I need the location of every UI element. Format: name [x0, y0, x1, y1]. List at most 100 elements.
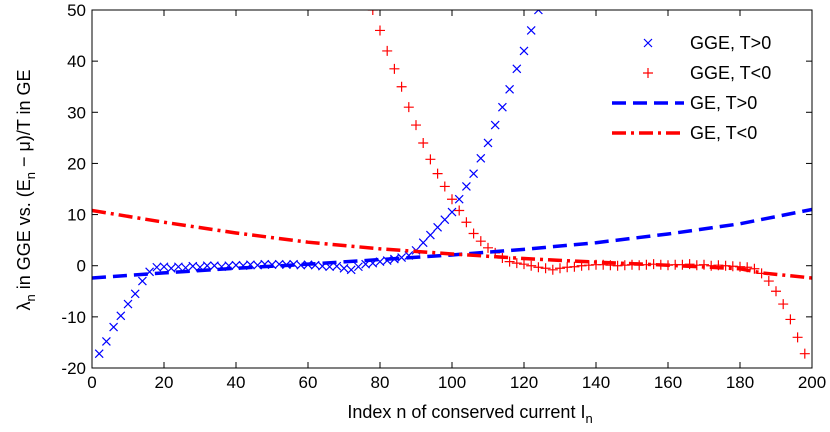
y-axis-label: λn in GGE vs. (En − μ)/T in GE	[14, 69, 38, 310]
series-1-point-35	[339, 263, 349, 273]
series-1-point-46	[418, 238, 428, 248]
series-2-point-13	[454, 205, 465, 216]
series-1-point-56	[490, 120, 500, 130]
series-2-point-15	[468, 228, 479, 239]
series-1-point-4	[116, 311, 126, 321]
y-tick-label-40: 40	[67, 52, 86, 71]
series-2-point-11	[439, 181, 450, 192]
series-2-point-3	[382, 45, 393, 56]
series-1-point-43	[397, 253, 407, 262]
series-1-point-53	[469, 169, 479, 179]
x-tick-label-140: 140	[582, 373, 610, 392]
series-4-line	[92, 208, 812, 280]
series-2-point-7	[411, 120, 421, 131]
x-axis-label: Index n of conserved current In	[347, 402, 592, 426]
series-2-point-57	[771, 286, 781, 297]
y-tick-label--20: -20	[61, 359, 86, 378]
series-1-point-37	[353, 262, 363, 272]
series-1-point-12	[173, 262, 183, 272]
y-tick-label-10: 10	[67, 206, 86, 225]
series-2-point-9	[425, 154, 436, 165]
series-1-point-51	[454, 194, 464, 204]
series-1-point-48	[433, 222, 443, 232]
series-1-point-14	[188, 261, 198, 271]
series-layer	[92, 10, 812, 359]
series-2-point-23	[526, 260, 537, 271]
legend-marker-2	[643, 68, 653, 78]
y-tick-label--10: -10	[61, 308, 86, 327]
series-2-point-8	[418, 137, 429, 148]
x-tick-label-180: 180	[726, 373, 754, 392]
series-2-point-10	[432, 168, 443, 179]
legend-label-4: GE, T<0	[690, 123, 757, 143]
series-4	[92, 208, 812, 280]
legend-label-3: GE, T>0	[690, 93, 757, 113]
series-2-point-56	[763, 276, 774, 287]
series-1-point-59	[512, 64, 522, 74]
x-tick-label-60: 60	[299, 373, 318, 392]
series-1-point-54	[476, 153, 486, 163]
series-2-point-54	[749, 263, 760, 274]
series-1-point-29	[296, 260, 306, 270]
legend-label-1: GGE, T>0	[690, 33, 771, 53]
x-tick-label-0: 0	[87, 373, 96, 392]
x-axis-label-sub: n	[585, 411, 592, 426]
series-2-point-22	[519, 259, 529, 270]
legend-marker-1	[643, 38, 653, 48]
legend: GGE, T>0 GGE, T<0 GE, T>0 GE, T<0	[612, 33, 771, 143]
series-2	[367, 10, 810, 359]
series-2-point-61	[799, 348, 810, 359]
x-tick-label-160: 160	[654, 373, 682, 392]
series-1-point-3	[109, 322, 119, 332]
legend-item-3: GE, T>0	[612, 93, 757, 113]
series-2-point-21	[511, 258, 522, 269]
y-tick-label-0: 0	[77, 257, 86, 276]
x-tick-label-100: 100	[438, 373, 466, 392]
series-1-point-17	[209, 261, 219, 271]
series-1-point-58	[505, 84, 515, 94]
series-2-point-24	[533, 262, 544, 273]
x-tick-label-200: 200	[798, 373, 826, 392]
series-1-point-9	[152, 262, 162, 272]
series-1	[94, 10, 543, 359]
series-2-point-16	[475, 236, 486, 247]
y-axis-label-c: − μ)/T in GE	[14, 69, 34, 172]
legend-item-4: GE, T<0	[612, 123, 757, 143]
series-2-point-1	[367, 10, 378, 15]
series-2-point-27	[555, 263, 565, 274]
series-2-point-29	[569, 261, 580, 272]
y-axis-label-b: in GGE vs. (E	[14, 179, 34, 294]
legend-item-1: GGE, T>0	[643, 33, 771, 53]
series-1-point-62	[533, 10, 543, 15]
y-axis-label-a-sub: n	[23, 294, 38, 301]
y-tick-label-50: 50	[67, 1, 86, 20]
series-1-point-1	[94, 349, 104, 359]
series-2-point-26	[547, 264, 558, 275]
x-axis-label-main: Index n of conserved current I	[347, 402, 585, 422]
series-1-point-10	[159, 262, 169, 272]
y-tick-label-20: 20	[67, 154, 86, 173]
series-2-point-2	[375, 25, 385, 36]
legend-label-2: GGE, T<0	[690, 63, 771, 83]
series-2-point-60	[792, 332, 803, 343]
series-2-point-14	[461, 217, 472, 228]
series-1-point-52	[461, 182, 471, 191]
axes-layer: 0 20 40 60 80 100 120 140 160 180 200 -20 -10 0 10 20 30…	[61, 1, 826, 392]
series-2-point-59	[785, 314, 796, 325]
x-tick-label-20: 20	[155, 373, 174, 392]
series-2-point-6	[403, 102, 414, 113]
legend-item-2: GGE, T<0	[643, 63, 771, 83]
series-1-point-7	[137, 276, 147, 286]
series-1-point-2	[101, 336, 111, 346]
series-1-point-50	[447, 207, 457, 217]
series-1-point-61	[526, 26, 536, 35]
series-2-point-4	[389, 63, 400, 74]
series-2-point-25	[540, 263, 551, 274]
series-2-point-5	[396, 81, 407, 92]
y-axis-label-b-sub: n	[23, 172, 38, 179]
x-tick-label-120: 120	[510, 373, 538, 392]
x-tick-label-80: 80	[371, 373, 390, 392]
series-1-point-60	[519, 46, 529, 56]
x-tick-label-40: 40	[227, 373, 246, 392]
